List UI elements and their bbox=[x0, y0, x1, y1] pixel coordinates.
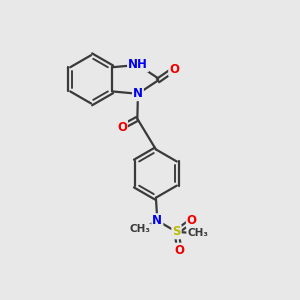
Text: NH: NH bbox=[128, 58, 148, 71]
Text: S: S bbox=[172, 225, 181, 239]
Text: N: N bbox=[133, 87, 143, 100]
Text: O: O bbox=[187, 214, 197, 227]
Text: CH₃: CH₃ bbox=[187, 228, 208, 238]
Text: CH₃: CH₃ bbox=[130, 224, 151, 235]
Text: O: O bbox=[169, 63, 179, 76]
Text: O: O bbox=[174, 244, 184, 256]
Text: N: N bbox=[152, 214, 162, 227]
Text: O: O bbox=[117, 121, 127, 134]
